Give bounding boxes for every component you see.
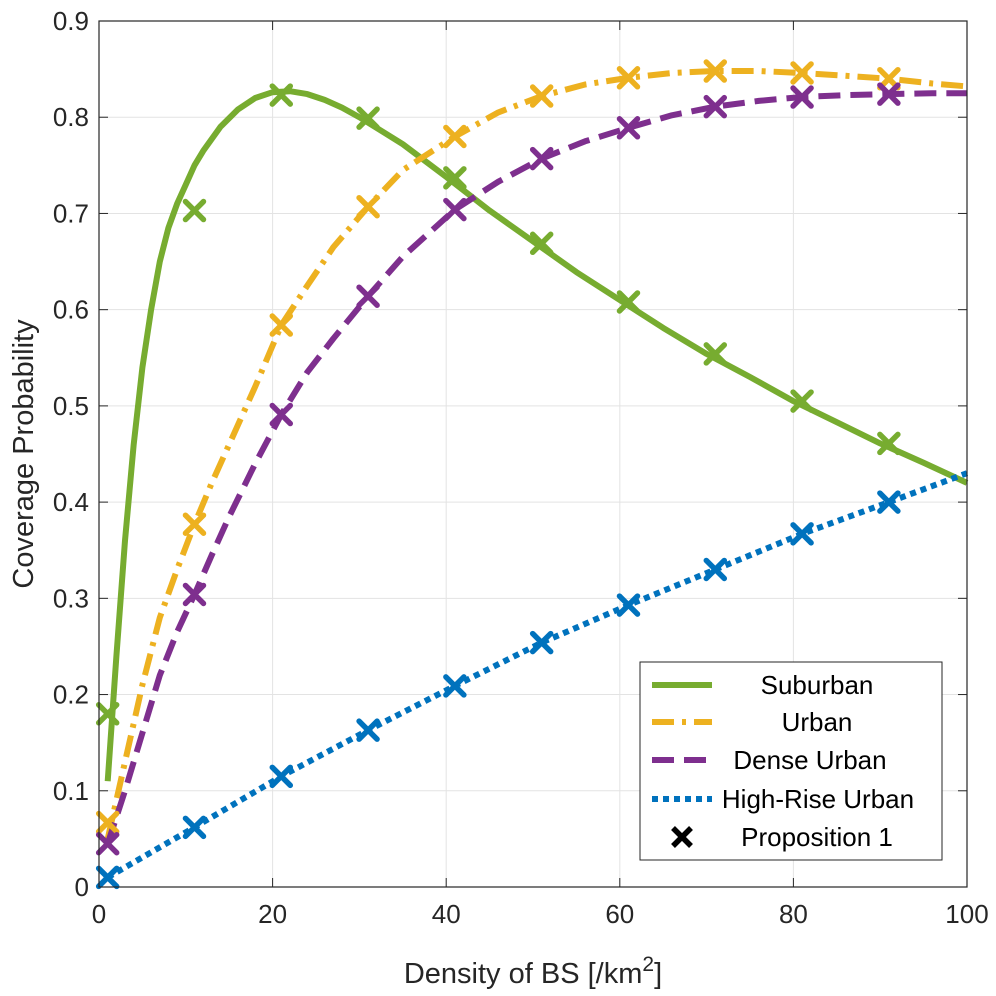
legend-label-proposition-1: Proposition 1 — [741, 822, 893, 852]
legend-marker-proposition-1 — [671, 826, 693, 848]
marker-dense-urban — [182, 582, 207, 607]
marker-dense-urban — [356, 284, 380, 308]
y-tick-label: 0.7 — [53, 198, 89, 228]
marker-urban — [616, 66, 641, 90]
marker-urban — [269, 313, 294, 337]
marker-dense-urban — [95, 831, 120, 856]
y-tick-label: 0.2 — [53, 680, 89, 710]
legend-label-dense-urban: Dense Urban — [733, 745, 886, 775]
marker-high-rise-urban — [529, 630, 554, 655]
x-tick-label: 60 — [605, 899, 634, 929]
marker-urban — [790, 61, 814, 85]
marker-dense-urban — [443, 197, 467, 222]
marker-urban — [356, 194, 380, 219]
marker-urban — [182, 512, 207, 536]
y-tick-label: 0.9 — [53, 6, 89, 36]
x-tick-label: 40 — [432, 899, 461, 929]
marker-suburban — [356, 106, 380, 130]
marker-suburban — [616, 290, 641, 314]
marker-suburban — [182, 198, 207, 223]
y-tick-label: 0.6 — [53, 295, 89, 325]
y-tick-label: 0.5 — [53, 391, 89, 421]
series-line-high-rise-urban — [106, 470, 969, 880]
y-axis-label: Coverage Probability — [8, 319, 40, 589]
marker-high-rise-urban — [790, 522, 814, 546]
y-tick-label: 0.8 — [53, 102, 89, 132]
x-tick-label: 20 — [258, 899, 287, 929]
marker-urban — [95, 810, 120, 835]
x-tick-label: 0 — [92, 899, 106, 929]
series-markers — [95, 59, 901, 890]
marker-suburban — [703, 342, 728, 366]
x-axis-label: Density of BS [/km2] — [404, 953, 662, 990]
axis-ticks — [98, 20, 968, 888]
marker-dense-urban — [877, 82, 901, 106]
y-tick-label: 0.1 — [53, 776, 89, 806]
y-tick-labels: 0 0.1 0.2 0.3 0.4 0.5 0.6 0.7 0.8 0.9 — [53, 6, 89, 902]
marker-dense-urban — [529, 146, 554, 171]
y-tick-label: 0.4 — [53, 487, 89, 517]
marker-dense-urban — [703, 94, 728, 119]
series-line-dense-urban — [104, 90, 967, 845]
marker-suburban — [529, 231, 554, 256]
marker-high-rise-urban — [877, 490, 901, 514]
axes-box — [98, 20, 968, 888]
marker-urban — [703, 59, 728, 83]
y-tick-label: 0 — [75, 872, 89, 902]
x-tick-label: 100 — [945, 899, 988, 929]
y-tick-label: 0.3 — [53, 583, 89, 613]
marker-high-rise-urban — [182, 815, 207, 840]
marker-suburban — [269, 83, 294, 107]
series-line-urban — [104, 68, 968, 840]
marker-suburban — [790, 389, 814, 413]
marker-suburban — [443, 166, 467, 190]
marker-dense-urban — [616, 116, 641, 140]
marker-high-rise-urban — [703, 557, 728, 582]
marker-high-rise-urban — [443, 674, 467, 698]
marker-dense-urban — [790, 85, 814, 109]
legend-label-high-rise-urban: High-Rise Urban — [722, 784, 914, 814]
x-tick-label: 80 — [779, 899, 808, 929]
x-tick-labels: 0 20 40 60 80 100 — [92, 899, 989, 929]
marker-urban — [529, 84, 554, 108]
legend-label-urban: Urban — [782, 707, 853, 737]
marker-high-rise-urban — [95, 865, 120, 890]
marker-urban — [443, 124, 467, 149]
marker-high-rise-urban — [356, 718, 380, 742]
legend-label-suburban: Suburban — [761, 670, 874, 700]
marker-high-rise-urban — [616, 593, 641, 617]
marker-suburban — [95, 702, 120, 726]
marker-high-rise-urban — [269, 764, 294, 789]
legend: Suburban Urban Dense Urban High-Rise Urb… — [639, 661, 943, 861]
marker-suburban — [877, 431, 901, 456]
marker-dense-urban — [269, 402, 294, 427]
